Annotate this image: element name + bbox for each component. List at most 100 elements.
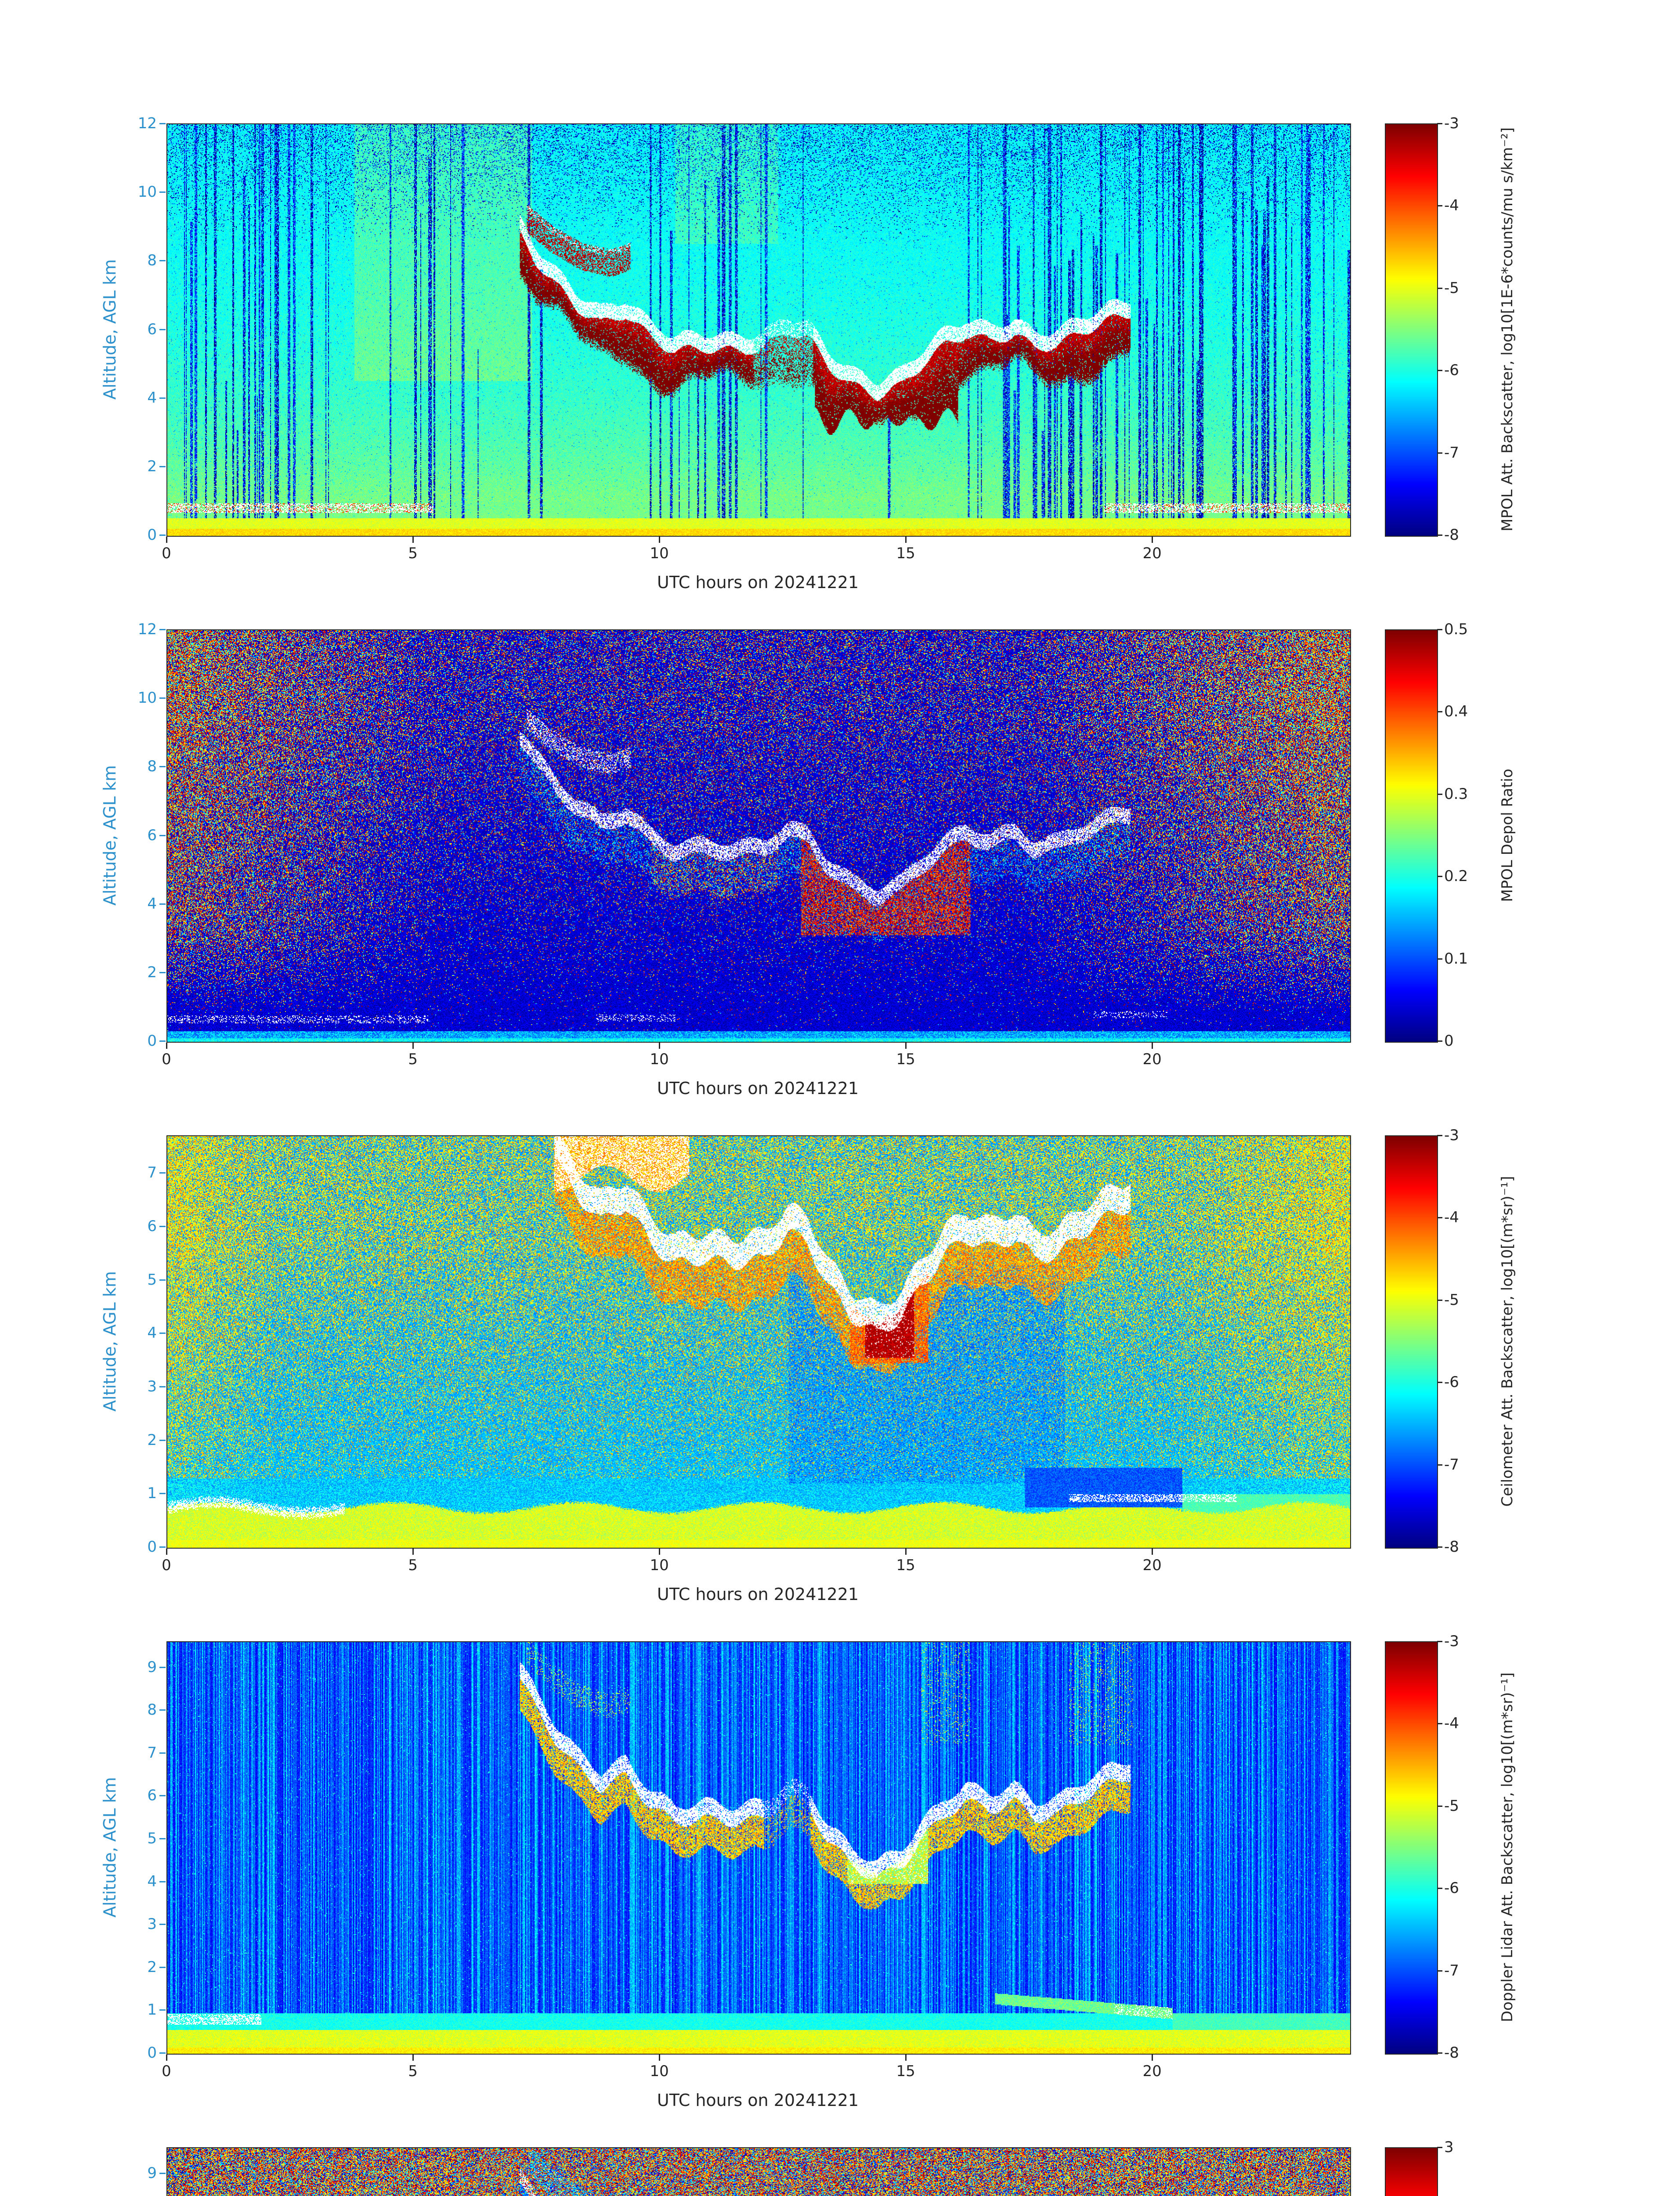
- x-tick-mark: [1152, 2055, 1153, 2061]
- x-tick-label: 10: [650, 1051, 669, 1068]
- y-tick-mark: [159, 1838, 166, 1839]
- y-tick-label: 6: [147, 826, 157, 844]
- colorbar-tick-label: -8: [1444, 526, 1459, 544]
- y-tick-mark: [159, 1752, 166, 1754]
- x-tick-mark: [412, 537, 414, 543]
- x-tick-label: 20: [1142, 2062, 1162, 2080]
- y-tick-mark: [159, 903, 166, 905]
- y-tick-mark: [159, 2052, 166, 2054]
- y-tick-mark: [159, 191, 166, 193]
- colorbar-doppler-lidar-backscatter: [1385, 1641, 1438, 2055]
- y-tick-mark: [159, 1493, 166, 1495]
- x-tick-mark: [166, 2055, 167, 2061]
- y-tick-label: 5: [147, 1829, 157, 1847]
- colorbar-tick-mark: [1437, 1217, 1442, 1219]
- x-tick-label: 0: [162, 545, 171, 562]
- x-tick-label: 10: [650, 545, 669, 562]
- y-tick-label: 3: [147, 1377, 157, 1395]
- colorbar-tick-mark: [1437, 1382, 1442, 1383]
- y-tick-label: 1: [147, 2001, 157, 2019]
- colorbar-tick-mark: [1437, 1040, 1442, 1042]
- y-tick-label: 7: [147, 1744, 157, 1762]
- colorbar-ceilometer-backscatter: [1385, 1135, 1438, 1549]
- y-tick-label: 2: [147, 1431, 157, 1449]
- x-tick-label: 20: [1142, 545, 1162, 562]
- panel-mpol-depol-ratio: Altitude, AGL km 0 2 4 6 8 10 12 0 5 10 15 20 UTC hou…: [0, 621, 1680, 1135]
- x-axis-label: UTC hours on 20241221: [657, 2091, 859, 2110]
- y-tick-mark: [159, 1225, 166, 1227]
- colorbar-tick-mark: [1437, 2052, 1442, 2054]
- x-tick-mark: [1152, 1043, 1153, 1049]
- y-tick-label: 0: [147, 1032, 157, 1050]
- y-tick-label: 4: [147, 1872, 157, 1890]
- y-tick-label: 4: [147, 389, 157, 407]
- y-tick-label: 9: [147, 2164, 157, 2182]
- x-axis-label: UTC hours on 20241221: [657, 573, 859, 592]
- y-tick-label: 6: [147, 1787, 157, 1805]
- colorbar-tick-mark: [1437, 205, 1442, 207]
- colorbar-tick-mark: [1437, 535, 1442, 536]
- colorbar-tick-label: -3: [1444, 1633, 1459, 1650]
- colorbar-mpol-depol-ratio: [1385, 629, 1438, 1043]
- x-tick-label: 10: [650, 2062, 669, 2080]
- y-tick-label: 8: [147, 758, 157, 776]
- y-tick-mark: [159, 2172, 166, 2174]
- x-tick-mark: [905, 537, 907, 543]
- y-tick-mark: [159, 1333, 166, 1334]
- x-tick-mark: [412, 2055, 414, 2061]
- y-tick-label: 10: [137, 689, 157, 707]
- colorbar-tick-mark: [1437, 876, 1442, 878]
- x-tick-label: 5: [408, 2062, 418, 2080]
- heatmap-ceilometer-backscatter: [166, 1135, 1351, 1549]
- y-tick-label: 5: [147, 1271, 157, 1289]
- x-tick-label: 0: [162, 1557, 171, 1574]
- y-tick-label: 12: [137, 621, 157, 638]
- y-tick-label: 7: [147, 1164, 157, 1182]
- colorbar-tick-label: -3: [1444, 1127, 1459, 1144]
- y-tick-mark: [159, 629, 166, 630]
- colorbar-tick-mark: [1437, 1723, 1442, 1725]
- y-tick-label: 2: [147, 963, 157, 981]
- colorbar-tick-label: -6: [1444, 361, 1459, 379]
- y-tick-label: 10: [137, 183, 157, 201]
- x-tick-mark: [659, 1043, 661, 1049]
- x-tick-label: 15: [896, 1051, 915, 1068]
- y-tick-mark: [159, 2009, 166, 2011]
- colorbar-tick-mark: [1437, 452, 1442, 454]
- panel-doppler-lidar-backscatter: Altitude, AGL km 0 1 2 3 4 5 6 7 8 9 0 5 10 15 20 UTC ho…: [0, 1633, 1680, 2147]
- colorbar-tick-mark: [1437, 711, 1442, 713]
- y-tick-mark: [159, 260, 166, 262]
- x-tick-label: 0: [162, 2062, 171, 2080]
- colorbar-tick-mark: [1437, 958, 1442, 960]
- colorbar-tick-mark: [1437, 793, 1442, 795]
- x-axis-label: UTC hours on 20241221: [657, 1585, 859, 1604]
- colorbar-label: Doppler Lidar Vertical Velocity, m/s: [1498, 2090, 1517, 2196]
- colorbar-tick-mark: [1437, 629, 1442, 630]
- y-tick-label: 2: [147, 1958, 157, 1976]
- y-tick-mark: [159, 1386, 166, 1387]
- y-axis-label: Altitude, AGL km: [100, 1271, 119, 1412]
- colorbar-tick-label: 0.4: [1444, 703, 1468, 721]
- colorbar-tick-label: 0: [1444, 1032, 1454, 1050]
- heatmap-mpol-backscatter: [166, 123, 1351, 537]
- x-tick-mark: [412, 1043, 414, 1049]
- heatmap-mpol-depol-ratio: [166, 629, 1351, 1043]
- y-tick-label: 1: [147, 1484, 157, 1503]
- x-tick-mark: [905, 1043, 907, 1049]
- colorbar-tick-mark: [1437, 123, 1442, 124]
- colorbar-mpol-backscatter: [1385, 123, 1438, 537]
- y-tick-mark: [159, 1709, 166, 1711]
- y-tick-mark: [159, 1546, 166, 1548]
- x-tick-label: 5: [408, 1557, 418, 1574]
- x-tick-mark: [905, 1549, 907, 1555]
- y-tick-label: 3: [147, 1915, 157, 1933]
- y-tick-label: 4: [147, 895, 157, 913]
- colorbar-tick-label: -5: [1444, 1797, 1459, 1815]
- colorbar-label: MPOL Depol Ratio: [1499, 768, 1516, 902]
- colorbar-tick-mark: [1437, 2147, 1442, 2148]
- heatmap-doppler-lidar-backscatter: [166, 1641, 1351, 2055]
- y-tick-mark: [159, 1279, 166, 1281]
- x-tick-mark: [1152, 537, 1153, 543]
- y-axis-label: Altitude, AGL km: [100, 1777, 119, 1918]
